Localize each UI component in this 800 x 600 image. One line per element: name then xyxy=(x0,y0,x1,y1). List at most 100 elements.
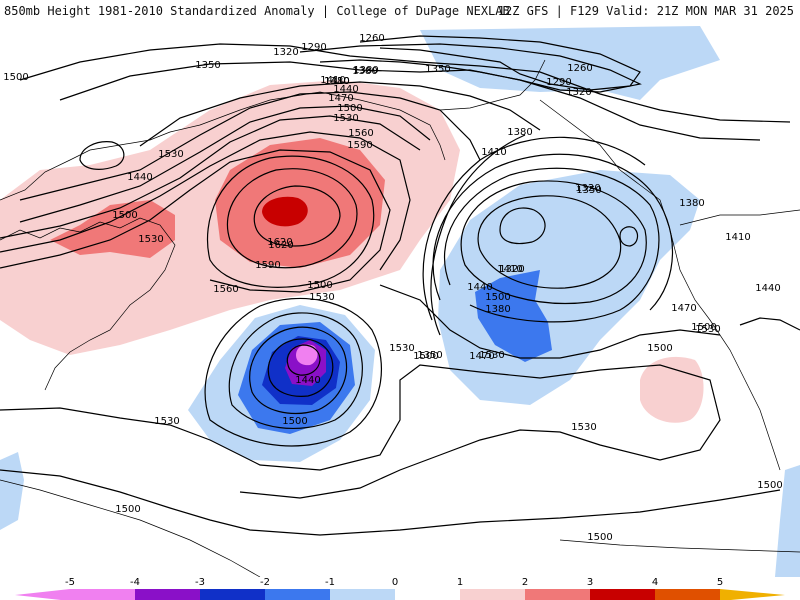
contour-1500-west xyxy=(0,131,411,271)
contour-label: 1530 xyxy=(333,113,358,124)
colorbar-segment-neg2-neg1 xyxy=(265,589,330,600)
contour-label: 1500 xyxy=(485,292,510,303)
anomaly-negative-2-east xyxy=(475,270,552,362)
contour-label: 1380 xyxy=(352,66,377,77)
contour-1530-south xyxy=(0,364,721,499)
map-title: 850mb Height 1981-2010 Standardized Anom… xyxy=(4,4,510,18)
anomaly-positive-3-center xyxy=(262,196,308,227)
contour-1500-south xyxy=(0,469,781,536)
colorbar-tick-label: -4 xyxy=(130,577,140,588)
colorbar-tick-label: 2 xyxy=(522,577,528,588)
contour-1290-north xyxy=(299,43,642,93)
contour-label: 1500 xyxy=(307,280,332,291)
contour-1350-east xyxy=(477,195,622,289)
contour-1470-low xyxy=(228,312,363,430)
contour-label: 1260 xyxy=(567,63,592,74)
contour-label: 1500 xyxy=(757,480,782,491)
colorbar-tick-label: 4 xyxy=(652,577,658,588)
colorbar-tick-label: 5 xyxy=(717,577,723,588)
contour-1320-east xyxy=(499,207,546,245)
contour-label: 1410 xyxy=(324,76,349,87)
contour-label: 1530 xyxy=(571,422,596,433)
contour-1320-north xyxy=(19,43,791,123)
contour-label: 1350 xyxy=(576,185,601,196)
contour-1470-west xyxy=(0,115,421,239)
contour-label: 1530 xyxy=(158,149,183,160)
model-valid-time: 12Z GFS | F129 Valid: 21Z MON MAR 31 202… xyxy=(497,4,794,18)
contour-label: 1350 xyxy=(425,64,450,75)
anomaly-negative-1-north xyxy=(420,26,720,100)
contour-label: 1440 xyxy=(755,283,780,294)
contour-label: 1440 xyxy=(467,282,492,293)
anomaly-negative-1-southwest xyxy=(0,452,24,530)
contour-label: 1260 xyxy=(359,33,384,44)
contour-label: 1290 xyxy=(301,42,326,53)
colorbar-tick-label: -3 xyxy=(195,577,205,588)
contour-1500-low-outer xyxy=(204,297,383,447)
colorbar-segment-4-5 xyxy=(655,589,720,600)
colorbar-segment-neg1-0 xyxy=(330,589,395,600)
colorbar-ticks: -5 -4 -3 -2 -1 0 1 2 3 4 5 xyxy=(65,577,723,588)
contour-1620-center xyxy=(253,185,341,247)
contour-label: 1380 xyxy=(485,304,510,315)
colorbar-segment-neg5-neg4 xyxy=(70,589,135,600)
colorbar-segment-0-1 xyxy=(395,589,460,600)
contour-label: 1410 xyxy=(320,75,345,86)
contour-1590-center xyxy=(226,168,358,269)
colorbar-segment-2-3 xyxy=(525,589,590,600)
contour-label: 1380 xyxy=(507,127,532,138)
contour-label: 1500 xyxy=(115,504,140,515)
contour-label: 1590 xyxy=(347,140,372,151)
contour-1560-east-frag xyxy=(739,317,800,331)
contour-label: 1530 xyxy=(479,350,504,361)
contour-label: 1410 xyxy=(481,147,506,158)
contour-label: 1560 xyxy=(213,284,238,295)
contour-1410-east xyxy=(443,167,660,323)
contour-label: 1530 xyxy=(138,234,163,245)
colorbar-segment-3-4 xyxy=(590,589,655,600)
contour-1380-low xyxy=(286,344,321,376)
contour-label: 1290 xyxy=(546,77,571,88)
contour-label: 1380 xyxy=(324,76,349,87)
anomaly-positive-1-southeast xyxy=(640,356,704,423)
contour-1260-north xyxy=(359,35,641,91)
anomaly-positive-2-west xyxy=(50,200,175,258)
contour-label: 1620 xyxy=(267,237,292,248)
colorbar-segment-neg3-neg2 xyxy=(200,589,265,600)
contour-1410-low xyxy=(267,338,334,397)
contour-label: 1500 xyxy=(413,351,438,362)
contour-1410-north xyxy=(19,91,481,201)
contour-label: 1530 xyxy=(389,343,414,354)
contour-label: 1320 xyxy=(566,87,591,98)
colorbar-tick-label: -1 xyxy=(325,577,335,588)
height-contours xyxy=(0,35,800,536)
anomaly-negative-1-east-edge xyxy=(775,465,800,577)
contour-1380-east xyxy=(460,180,647,305)
contour-1380-north xyxy=(139,81,541,147)
colorbar: -5 -4 -3 -2 -1 0 1 2 3 4 5 xyxy=(15,577,785,600)
contour-label: 1530 xyxy=(309,292,334,303)
contour-label: 1320 xyxy=(273,47,298,58)
contour-1560-center xyxy=(206,155,375,288)
contour-label: 1380 xyxy=(353,65,378,76)
contour-small-east-loop xyxy=(619,226,639,247)
contour-1440-low xyxy=(249,326,348,414)
contour-1470-east xyxy=(422,136,646,321)
contour-1440-east xyxy=(432,153,674,311)
contour-label: 1410 xyxy=(324,76,349,87)
contour-label: 1350 xyxy=(195,60,220,71)
contour-1500-east xyxy=(430,134,526,336)
contour-label: 1470 xyxy=(469,351,494,362)
contour-label: 1500 xyxy=(282,416,307,427)
contour-1440-west xyxy=(19,105,431,223)
contour-label: 1620 xyxy=(268,240,293,251)
colorbar-tick-label: -2 xyxy=(260,577,270,588)
contour-label: 1500 xyxy=(587,532,612,543)
contour-label: 1560 xyxy=(348,128,373,139)
contour-small-north-loop xyxy=(79,141,125,170)
colorbar-segment-neg4-neg3 xyxy=(135,589,200,600)
contour-label: 1500 xyxy=(647,343,672,354)
